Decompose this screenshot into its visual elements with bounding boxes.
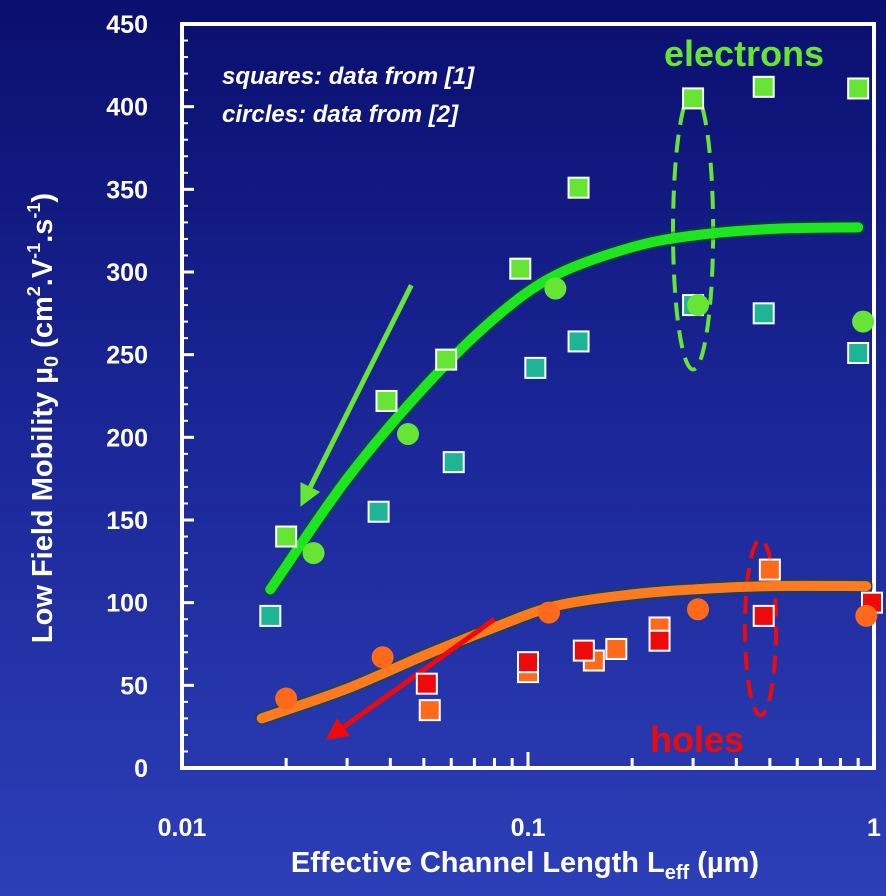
data-square [752, 75, 775, 98]
y-tick-label: 200 [106, 424, 148, 452]
y-tick-label: 100 [106, 590, 148, 618]
data-square [682, 87, 705, 110]
data-circle [687, 598, 710, 621]
fit-curves [254, 220, 874, 726]
data-square [648, 629, 671, 652]
data-square [375, 389, 398, 412]
x-tick-label: 0.01 [158, 814, 207, 842]
data-square [442, 451, 465, 474]
data-circle [544, 277, 567, 300]
data-square [752, 302, 775, 325]
data-square [275, 525, 298, 548]
electrons-label: electrons [664, 33, 824, 74]
holes-label: holes [650, 719, 744, 760]
data-square [752, 604, 775, 627]
y-tick-label: 50 [120, 672, 148, 700]
data-circle [852, 310, 875, 333]
y-tick-label: 300 [106, 259, 148, 287]
data-circle [687, 294, 710, 317]
trend-arrow-head [325, 718, 350, 740]
data-circle [275, 687, 298, 710]
data-square [847, 342, 870, 365]
data-circle [855, 604, 878, 627]
x-axis-ticks: 0.01 0.1 1 [158, 752, 881, 842]
data-square [259, 604, 282, 627]
trend-arrow-shaft [308, 284, 414, 489]
data-square [517, 651, 539, 674]
data-square [367, 500, 390, 523]
data-circle [397, 423, 420, 446]
y-tick-label: 400 [106, 94, 148, 122]
data-square [524, 356, 547, 379]
data-square [572, 639, 595, 662]
fit-curve [265, 222, 864, 595]
y-axis-title: Low Field Mobility µ0 (cm2.V-1.s-1) [24, 193, 63, 643]
data-square [847, 77, 870, 100]
note-squares: squares: data from [1] [222, 63, 475, 90]
trend-arrow-head [300, 482, 321, 507]
note-circles: circles: data from [2] [222, 101, 459, 128]
y-axis-ticks: 0 50 100 150 200 250 300 350 400 450 [106, 11, 194, 783]
data-square [567, 330, 590, 353]
y-tick-label: 0 [134, 755, 148, 783]
data-square [418, 699, 441, 722]
data-square [435, 348, 458, 371]
x-axis-title: Effective Channel Length Leff (µm) [291, 847, 759, 884]
data-square [758, 558, 781, 581]
y-tick-label: 450 [106, 11, 148, 39]
y-tick-label: 150 [106, 507, 148, 535]
fit-curve-shadow [263, 220, 866, 597]
data-square [509, 257, 532, 280]
group-ellipse [742, 537, 779, 718]
y-tick-label: 250 [106, 342, 148, 370]
y-tick-label: 350 [106, 176, 148, 204]
x-tick-label: 1 [867, 814, 881, 842]
data-square [567, 176, 590, 199]
data-circle [371, 646, 394, 669]
data-points [259, 75, 883, 722]
data-square [605, 637, 628, 660]
data-square [415, 672, 438, 695]
x-tick-label: 0.1 [511, 814, 546, 842]
data-circle [538, 601, 561, 624]
data-circle [302, 542, 325, 565]
